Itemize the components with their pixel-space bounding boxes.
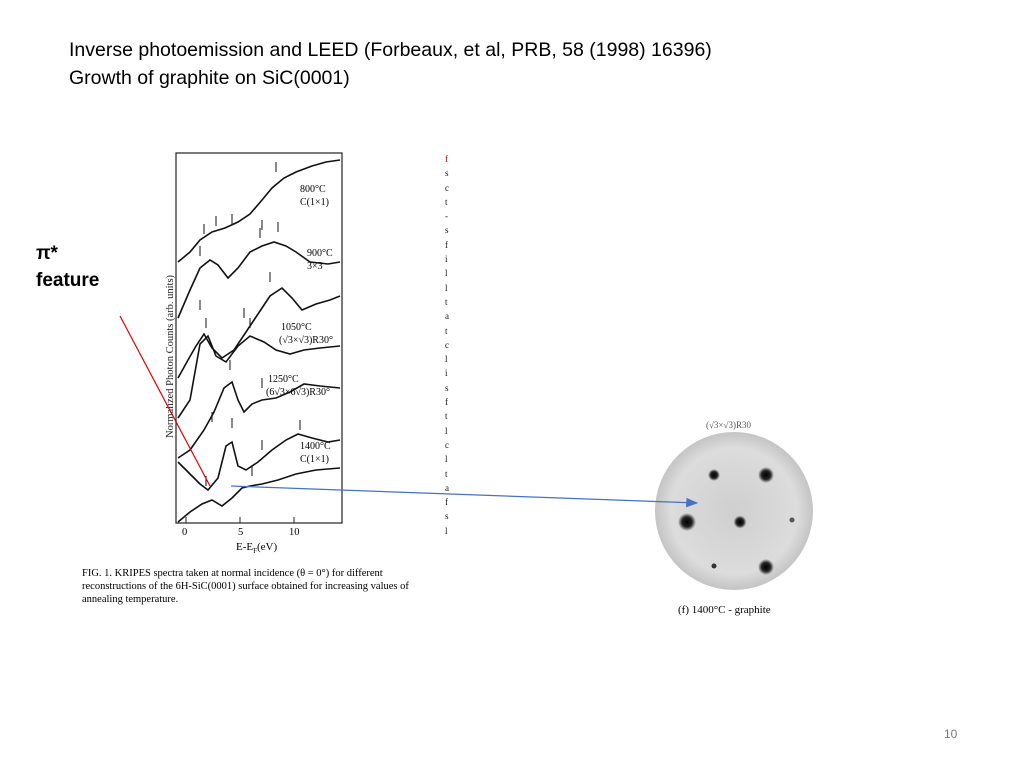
title-line-2: Growth of graphite on SiC(0001) [69,67,350,89]
curve-label-800-recon: C(1×1) [300,197,329,208]
strip-glyph: f [445,239,448,250]
leed-pattern [655,432,813,590]
strip-glyph: i [445,368,448,379]
strip-glyph: c [445,439,449,450]
pi-star-label: π* feature [36,240,99,294]
spectrum-curve [177,286,341,379]
spectra-caption: FIG. 1. KRIPES spectra taken at normal i… [82,568,409,605]
strip-glyph: s [445,225,449,236]
strip-glyph: a [445,482,449,493]
curve-label-800-temp: 800°C [300,184,326,195]
strip-glyph: l [445,282,448,293]
x-axis-ticks [185,517,295,523]
slide-title: Inverse photoemission and LEED (Forbeaux… [69,36,712,92]
x-tick-5: 5 [238,527,243,538]
strip-glyph: f [445,497,448,508]
x-tick-10: 10 [289,527,300,538]
strip-glyph: a [445,311,449,322]
strip-glyph: l [445,354,448,365]
curve-label-1400-temp: 1400°C [300,441,331,452]
strip-glyph: s [445,168,449,179]
spectrum-curve [177,433,341,492]
strip-glyph: i [445,254,448,265]
leed-top-text: (√3×√3)R30 [706,420,751,430]
curve-label-900-temp: 900°C [307,248,333,259]
curve-label-1050-recon: (√3×√3)R30° [279,335,333,346]
spectrum-curve [177,380,341,459]
curve-label-1250-recon: (6√3×6√3)R30° [266,387,330,398]
strip-glyph: s [445,511,449,522]
leed-caption: (f) 1400°C - graphite [678,604,771,616]
leed-spot [758,559,774,575]
strip-glyph: f [445,154,448,164]
leed-spot [758,467,774,483]
x-tick-0: 0 [182,527,187,538]
blue-arrow [230,485,699,508]
strip-glyph: c [445,339,449,350]
spectrum-curve [177,467,341,523]
strip-glyph: l [445,525,448,536]
spectra-frame [175,152,343,524]
strip-glyph: t [445,411,448,422]
curve-label-900-recon: 3×3 [307,261,323,272]
leed-screen [655,432,813,590]
strip-glyph: t [445,296,448,307]
leed-spot [711,563,717,569]
strip-glyph: - [445,211,448,222]
leed-spot [733,515,747,529]
spectra-curves [177,159,341,523]
strip-glyph: f [445,397,448,408]
strip-glyph: l [445,425,448,436]
y-axis-label: Normalized Photon Counts (arb. units) [165,274,176,438]
spectrum-curve [177,241,341,319]
leed-spot [678,513,696,531]
spectrum-curve [177,334,341,419]
feature-word: feature [36,270,100,291]
strip-glyph: t [445,325,448,336]
strip-glyph: l [445,454,448,465]
strip-glyph: s [445,382,449,393]
leed-spot [789,517,795,523]
title-line-1: Inverse photoemission and LEED (Forbeaux… [69,39,712,61]
spectrum-curve [177,159,341,263]
strip-glyph: l [445,268,448,279]
page-number: 10 [944,727,958,741]
curve-label-1400-recon: C(1×1) [300,454,329,465]
spectra-panel: Normalized Photon Counts (arb. units) 0 … [165,152,343,555]
strip-glyph: c [445,182,449,193]
pi-star-symbol: π* [36,243,58,264]
red-annotation-line [119,315,211,487]
curve-label-1250-temp: 1250°C [268,374,299,385]
peak-markers [199,162,301,486]
curve-label-1050-temp: 1050°C [281,322,312,333]
strip-glyph: t [445,468,448,479]
strip-glyph: t [445,196,448,207]
leed-spot [708,469,720,481]
x-axis-label: E-EF(eV) [236,541,278,555]
